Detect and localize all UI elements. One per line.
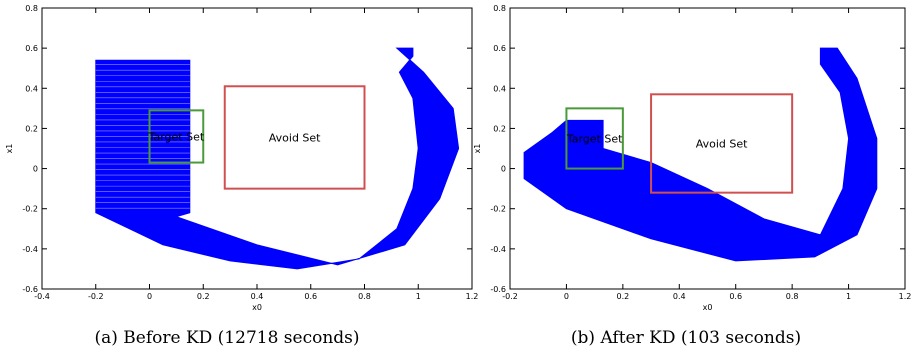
x-tick-label-b: 0.4	[673, 292, 686, 301]
y-tick-label-a: -0.2	[22, 205, 38, 214]
target-set-label-b: Target Set	[566, 132, 623, 145]
plot-a: Target Set Avoid Set -0.4 -0.2 0 0.2 0.4 0.6 0.8…	[5, 4, 478, 312]
y-tick-label-b: 0.6	[493, 44, 506, 53]
target-set-box-a	[148, 109, 205, 164]
x-axis-label-a: x0	[252, 303, 262, 312]
avoid-set-label-a: Avoid Set	[269, 131, 321, 144]
x-tick-label-a: 0.6	[304, 292, 317, 301]
caption-a: (a) Before KD (12718 seconds)	[94, 328, 360, 348]
x-tick-label-a: 1.2	[466, 292, 479, 301]
y-tick-label-a: 0.2	[25, 124, 38, 133]
y-tick-label-a: -0.4	[22, 245, 38, 254]
avoid-set-box-b	[650, 93, 794, 194]
x-tick-label-a: -0.4	[34, 292, 50, 301]
x-tick-label-b: -0.2	[502, 292, 518, 301]
x-tick-label-a: 1	[416, 292, 421, 301]
x-tick-label-b: 1.2	[899, 292, 912, 301]
caption-b: (b) After KD (103 seconds)	[570, 328, 802, 348]
axes-frame-b	[509, 7, 906, 290]
avoid-set-label-b: Avoid Set	[696, 137, 748, 150]
y-tick-label-a: 0.6	[25, 44, 38, 53]
y-tick-label-b: 0	[501, 165, 506, 174]
avoid-set-box-a	[223, 85, 366, 190]
y-tick-label-b: -0.4	[490, 245, 506, 254]
x-tick-label-b: 0.8	[786, 292, 799, 301]
x-axis-label-b: x0	[703, 303, 713, 312]
y-tick-label-a: 0.8	[25, 4, 38, 13]
x-tick-label-a: -0.2	[88, 292, 104, 301]
y-tick-label-b: 0.2	[493, 124, 506, 133]
y-axis-label-a: x1	[5, 144, 14, 154]
target-set-label-a: Target Set	[148, 130, 205, 143]
x-tick-label-a: 0.4	[251, 292, 264, 301]
x-tick-label-a: 0.8	[358, 292, 371, 301]
x-tick-label-b: 0	[564, 292, 569, 301]
target-set-box-b	[565, 107, 624, 170]
y-tick-label-a: 0.4	[25, 84, 38, 93]
reach-set-area-b	[523, 47, 878, 262]
y-tick-label-b: -0.6	[490, 285, 506, 294]
x-tick-label-b: 0.2	[616, 292, 629, 301]
y-tick-label-a: 0	[33, 165, 38, 174]
y-tick-label-a: -0.6	[22, 285, 38, 294]
y-axis-label-b: x1	[473, 144, 482, 154]
y-tick-label-b: 0.4	[493, 84, 506, 93]
plot-b: Target Set Avoid Set -0.2 0 0.2 0.4 0.6 0.8 1 1.2…	[473, 4, 911, 312]
reach-set-a	[95, 47, 460, 270]
x-tick-label-b: 0.6	[729, 292, 742, 301]
y-tick-label-b: 0.8	[493, 4, 506, 13]
reach-set-b	[523, 47, 878, 262]
y-tick-label-b: -0.2	[490, 205, 506, 214]
x-tick-label-a: 0	[147, 292, 152, 301]
x-tick-label-b: 1	[846, 292, 851, 301]
x-tick-label-a: 0.2	[197, 292, 210, 301]
